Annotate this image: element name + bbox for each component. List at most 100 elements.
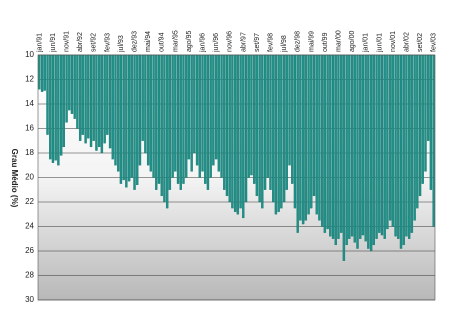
bar [225,54,229,197]
bar [380,54,384,236]
bar [108,54,112,149]
bar [345,54,348,246]
bar [97,54,101,148]
bar [206,54,210,190]
bar [348,54,351,239]
bar [272,54,275,203]
bar [103,54,106,144]
y-tick-label: 24 [25,222,34,231]
bar [146,54,150,166]
bar [421,54,424,184]
y-tick-label: 26 [25,246,34,255]
bar [57,54,60,166]
y-tick-label: 22 [25,197,34,206]
y-tick-label: 30 [25,295,34,304]
bar [122,54,125,181]
bar [111,54,114,160]
bar [87,54,90,139]
x-tick-label: jan/96 [200,33,207,53]
bar [405,54,408,237]
bar [242,54,245,219]
bar [157,54,161,184]
x-tick-label: out/99 [322,32,329,52]
bar [38,54,41,90]
bar [236,54,240,215]
bar [383,54,386,239]
bar [176,54,180,184]
bar [54,54,57,161]
bar [62,54,66,148]
x-tick-label: mar/00 [335,30,342,52]
bar [407,54,411,239]
bar [250,54,253,176]
x-tick-label: mai/94 [145,31,152,52]
bar [160,54,163,197]
bar [307,54,310,215]
bar [291,54,294,184]
bar [269,54,272,190]
bar [138,54,142,166]
bar [73,54,76,119]
bar [78,54,82,141]
bar [416,54,419,209]
bar [171,54,174,178]
bar [255,54,259,197]
bar [68,54,71,111]
bar [239,54,242,209]
bar [100,54,104,154]
bar [367,54,370,249]
x-tick-label: jun/01 [376,33,383,53]
bar [299,54,302,221]
bar [179,54,182,190]
bar [394,54,397,237]
x-tick-label: jan/01 [363,33,370,53]
bar [326,54,329,230]
bar [427,54,430,141]
bar [342,54,346,261]
bar [429,54,433,190]
bar [424,54,427,172]
bar [155,54,158,190]
x-tick-label: set/02 [417,33,424,52]
x-tick-label: fev/03 [431,33,438,52]
x-tick-label: set/92 [91,33,98,52]
bar [214,54,218,160]
bar [402,54,405,246]
bar [76,54,79,129]
bar [329,54,332,237]
bar [378,54,381,233]
bar [190,54,193,172]
y-tick-label: 28 [25,271,34,280]
bar [356,54,359,249]
bar [127,54,131,182]
bar [285,54,288,190]
bar [136,54,139,186]
x-tick-label: jan/91 [36,33,43,53]
bar [277,54,280,212]
bar [209,54,212,178]
bar [301,54,305,225]
y-axis-label: Grau Médio (%) [10,149,19,208]
bar [212,54,215,166]
x-tick-label: abr/02 [403,32,410,52]
x-tick-label: jul/93 [118,35,125,53]
bar [334,54,337,246]
bar [247,54,250,178]
bar [350,54,354,237]
bar [51,54,55,163]
bar [244,54,248,203]
x-tick-label: nov/01 [390,31,397,52]
bar [266,54,269,178]
bar [182,54,185,184]
bar [359,54,362,239]
bar [133,54,136,190]
bar [391,54,395,227]
bar [193,54,196,154]
bar [282,54,286,203]
bar [141,54,144,141]
x-tick-label: fev/93 [104,33,111,52]
bar [165,54,169,209]
y-tick-label: 14 [25,99,34,108]
bar [187,54,191,160]
